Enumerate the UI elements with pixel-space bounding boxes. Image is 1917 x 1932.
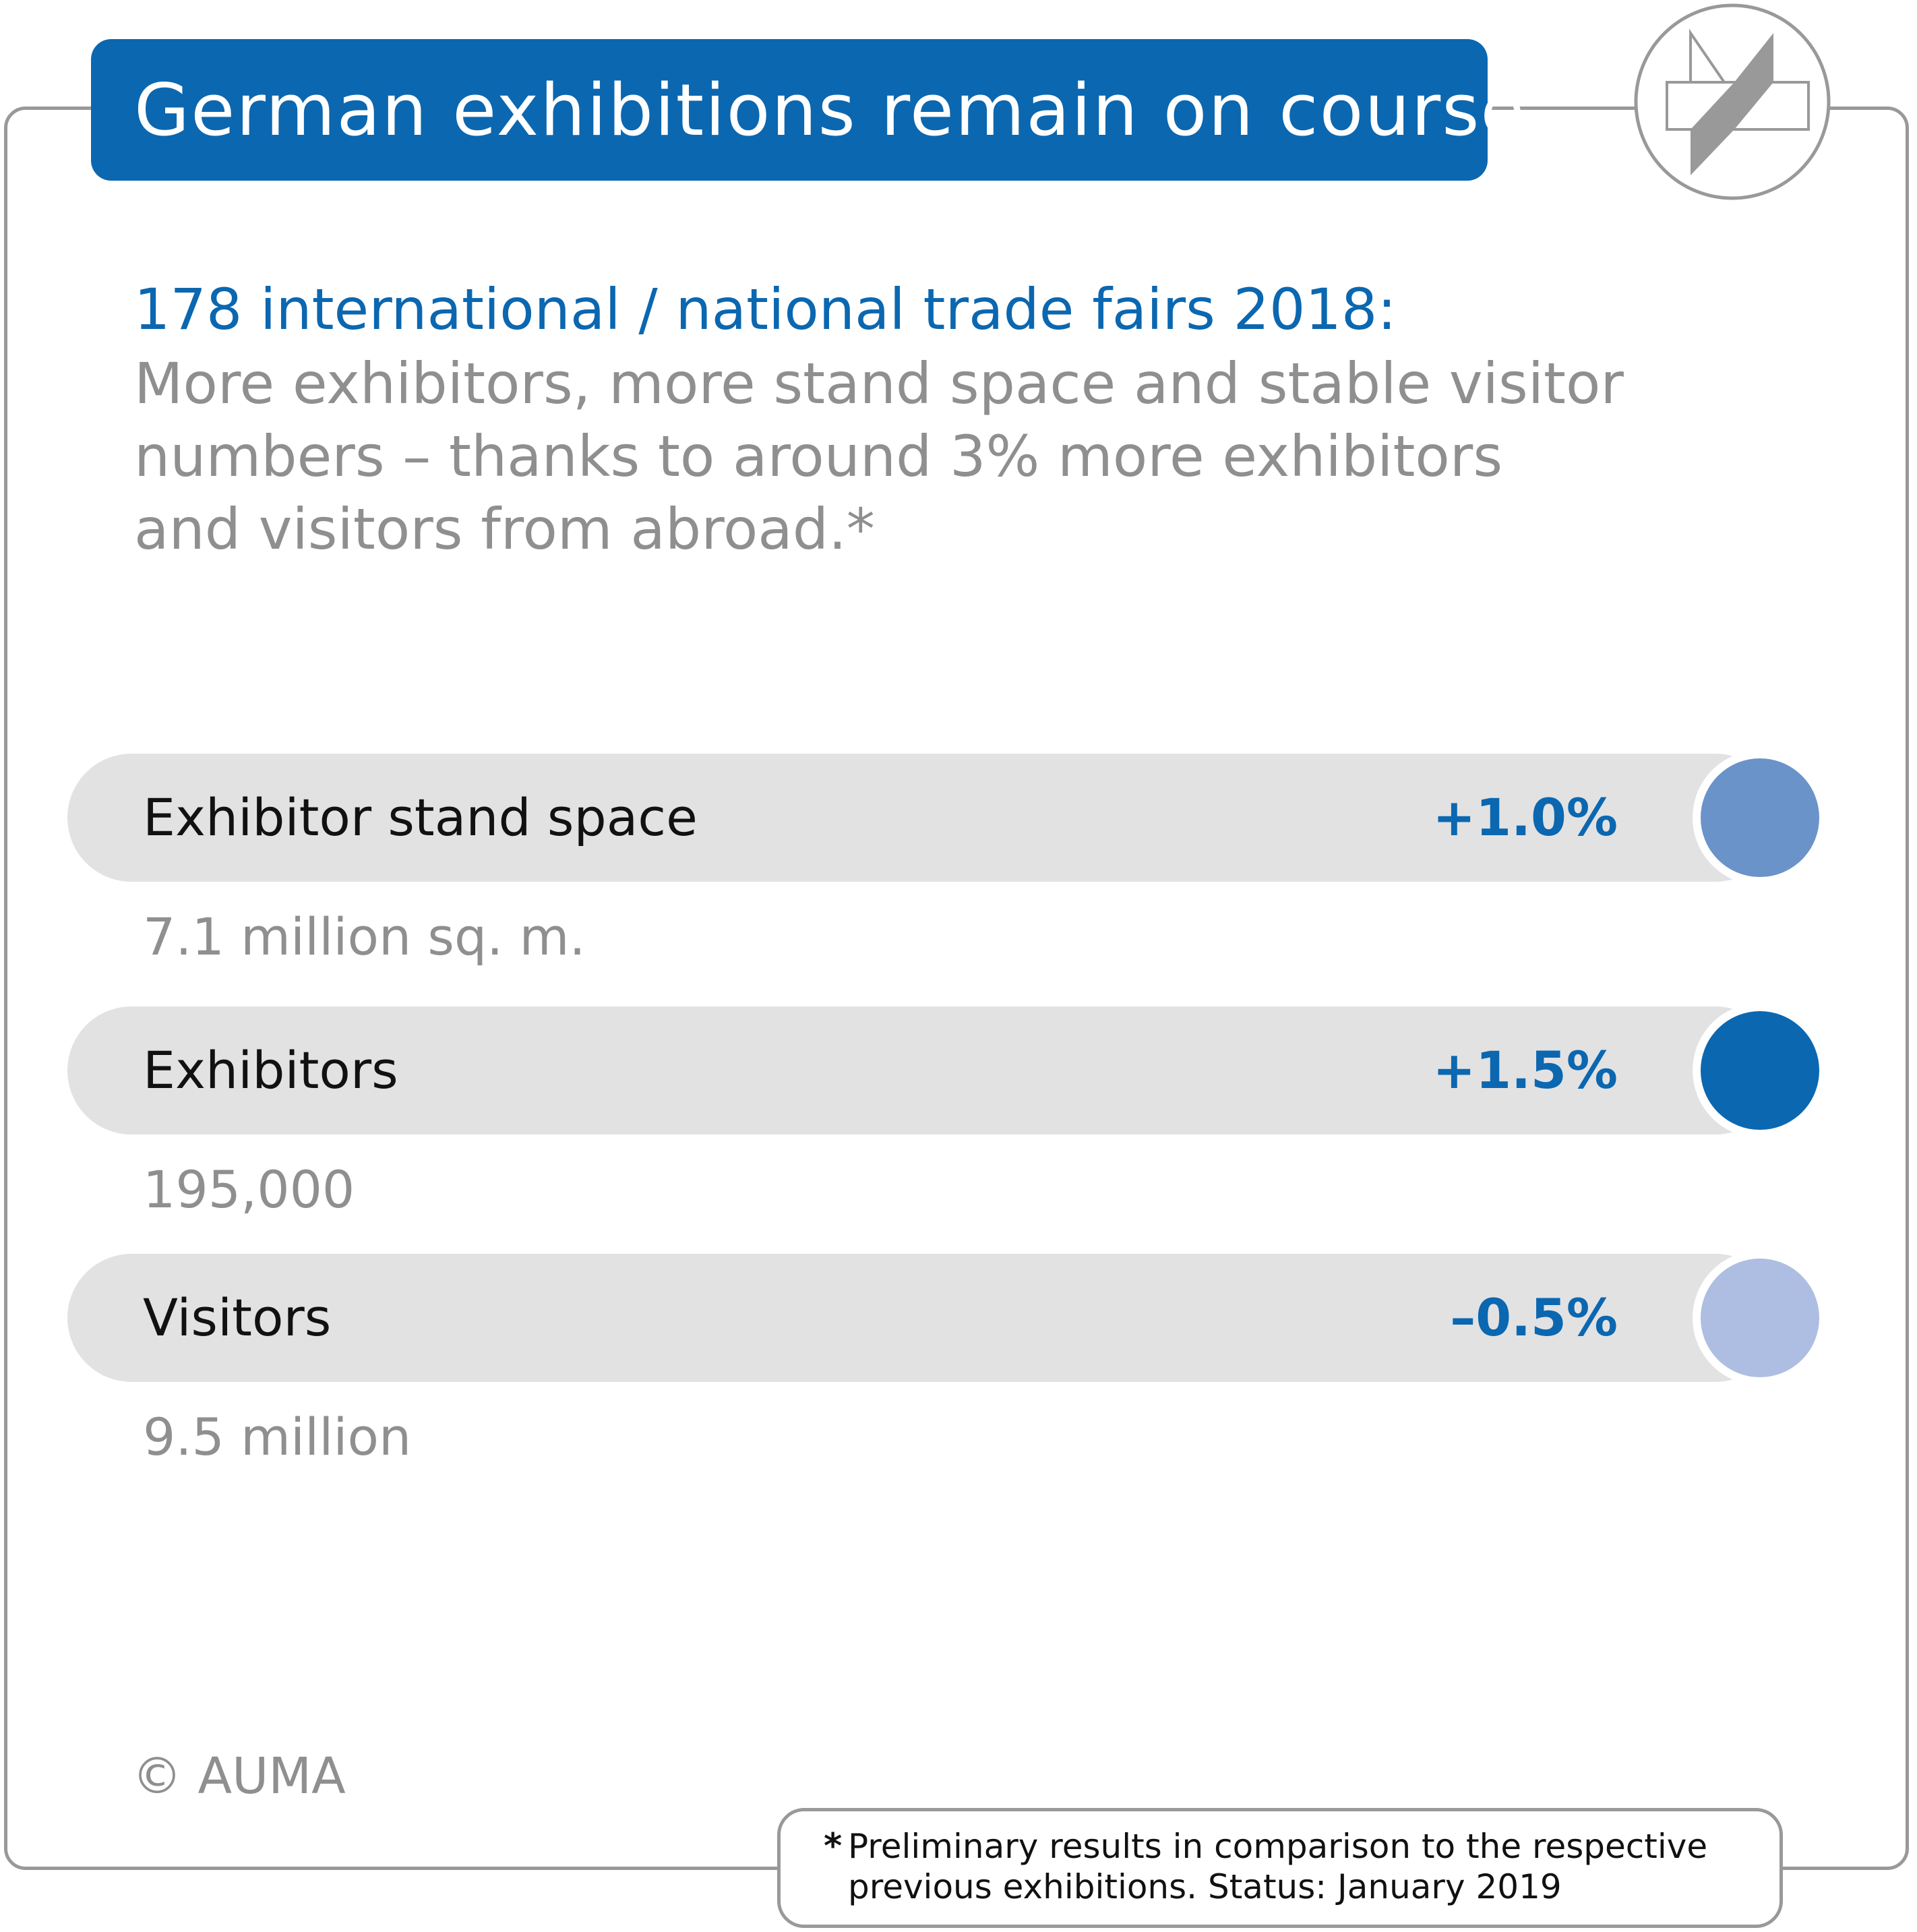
intro-headline: 178 international / national trade fairs… (134, 276, 1397, 342)
metric-value: 7.1 million sq. m. (143, 907, 586, 967)
metric-value: 9.5 million (143, 1407, 412, 1467)
metric-exhibitors: Exhibitors +1.5% (67, 1003, 1827, 1138)
metric-dot-icon (1693, 1250, 1827, 1385)
copyright: © AUMA (132, 1747, 346, 1805)
intro-line: More exhibitors, more stand space and st… (134, 351, 1624, 417)
title-banner: German exhibitions remain on course (91, 39, 1525, 181)
metric-label: Exhibitor stand space (143, 787, 698, 847)
page-title: German exhibitions remain on course (134, 68, 1526, 152)
footnote-asterisk: * (824, 1826, 843, 1867)
metric-bar (67, 754, 1779, 882)
footnote-text: Preliminary results in comparison to the… (848, 1827, 1708, 1906)
metric-bar (67, 1254, 1779, 1382)
metric-label: Exhibitors (143, 1040, 398, 1100)
metric-dot-icon (1693, 1003, 1827, 1138)
metric-change: +1.5% (1432, 1040, 1618, 1100)
intro-line: and visitors from abroad.* (134, 496, 875, 562)
metric-value: 195,000 (143, 1159, 355, 1219)
metric-change: +1.0% (1432, 787, 1618, 847)
metric-label: Visitors (143, 1288, 332, 1348)
intro-text: More exhibitors, more stand space and st… (134, 347, 1752, 566)
auma-logo-icon (1633, 3, 1831, 201)
intro-line: numbers – thanks to around 3% more exhib… (134, 423, 1503, 489)
metric-dot-icon (1693, 750, 1827, 885)
footnote-box: * Preliminary results in comparison to t… (777, 1808, 1783, 1928)
metric-change: –0.5% (1450, 1288, 1618, 1348)
metric-stand-space: Exhibitor stand space +1.0% (67, 750, 1827, 885)
metric-bar (67, 1006, 1779, 1135)
metric-visitors: Visitors –0.5% (67, 1250, 1827, 1385)
